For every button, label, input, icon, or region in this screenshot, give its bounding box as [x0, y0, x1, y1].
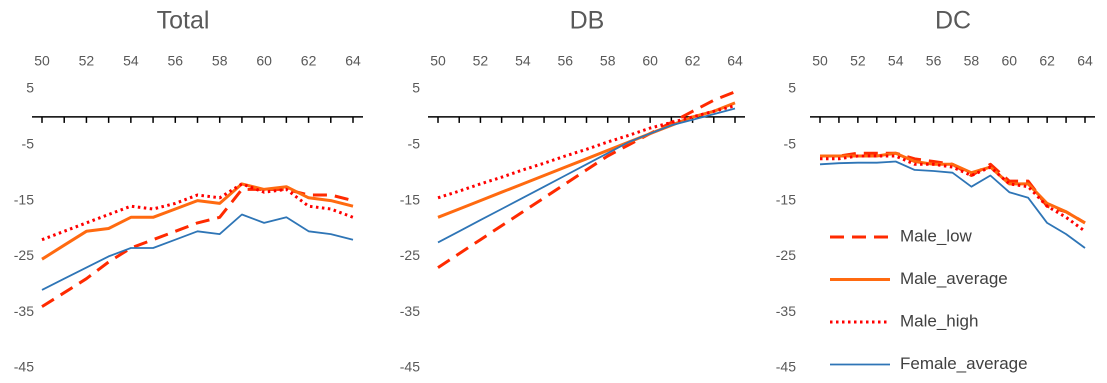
y-tick-label: -15	[400, 191, 420, 207]
x-tick-label: 64	[345, 53, 361, 69]
x-tick-label: 56	[167, 53, 183, 69]
series-line	[41, 213, 354, 291]
x-tick-label: 54	[515, 53, 531, 69]
y-tick-label: -25	[14, 247, 34, 263]
y-tick-label: -35	[776, 303, 796, 319]
x-tick-label: 50	[34, 53, 50, 69]
x-tick-label: 52	[850, 53, 866, 69]
y-tick-label: -5	[22, 136, 35, 152]
x-tick-label: 58	[212, 53, 228, 69]
x-tick-label: 50	[812, 53, 828, 69]
legend-label: Male_low	[900, 226, 973, 245]
y-tick-label: -5	[784, 136, 797, 152]
series-line	[437, 104, 736, 200]
chart-title: DB	[570, 7, 605, 35]
series-line	[41, 182, 354, 261]
y-tick-label: -35	[400, 303, 420, 319]
x-tick-label: 58	[964, 53, 980, 69]
x-tick-label: 60	[642, 53, 658, 69]
series-line	[41, 182, 354, 242]
y-tick-label: 5	[788, 80, 796, 96]
y-tick-label: -45	[14, 359, 34, 375]
legend-label: Male_high	[900, 311, 978, 330]
series-line	[41, 187, 354, 308]
x-tick-label: 56	[926, 53, 942, 69]
x-tick-label: 62	[301, 53, 317, 69]
legend-label: Female_average	[900, 354, 1028, 373]
x-tick-label: 60	[1001, 53, 1017, 69]
series-line	[437, 107, 736, 244]
legend-label: Male_average	[900, 269, 1008, 288]
series-line	[820, 151, 1086, 225]
x-tick-label: 62	[1039, 53, 1055, 69]
x-tick-label: 52	[473, 53, 489, 69]
y-tick-label: -5	[408, 136, 421, 152]
chart-title: Total	[157, 7, 210, 35]
x-tick-label: 54	[888, 53, 904, 69]
x-tick-label: 64	[727, 53, 743, 69]
x-tick-label: 62	[685, 53, 701, 69]
y-tick-label: -35	[14, 303, 34, 319]
y-tick-label: -15	[14, 191, 34, 207]
x-tick-label: 50	[430, 53, 446, 69]
x-tick-label: 58	[600, 53, 616, 69]
x-tick-label: 64	[1077, 53, 1093, 69]
x-tick-label: 52	[79, 53, 95, 69]
y-tick-label: 5	[26, 80, 34, 96]
series-line	[820, 154, 1086, 233]
series-line	[819, 160, 1086, 249]
series-line	[437, 90, 736, 269]
y-tick-label: -45	[400, 359, 420, 375]
x-tick-label: 54	[123, 53, 139, 69]
x-tick-label: 56	[557, 53, 573, 69]
y-tick-label: -15	[776, 191, 796, 207]
x-tick-label: 60	[256, 53, 272, 69]
y-tick-label: -25	[776, 247, 796, 263]
y-tick-label: -25	[400, 247, 420, 263]
y-tick-label: -45	[776, 359, 796, 375]
chart-title: DC	[935, 7, 971, 35]
y-tick-label: 5	[412, 80, 420, 96]
